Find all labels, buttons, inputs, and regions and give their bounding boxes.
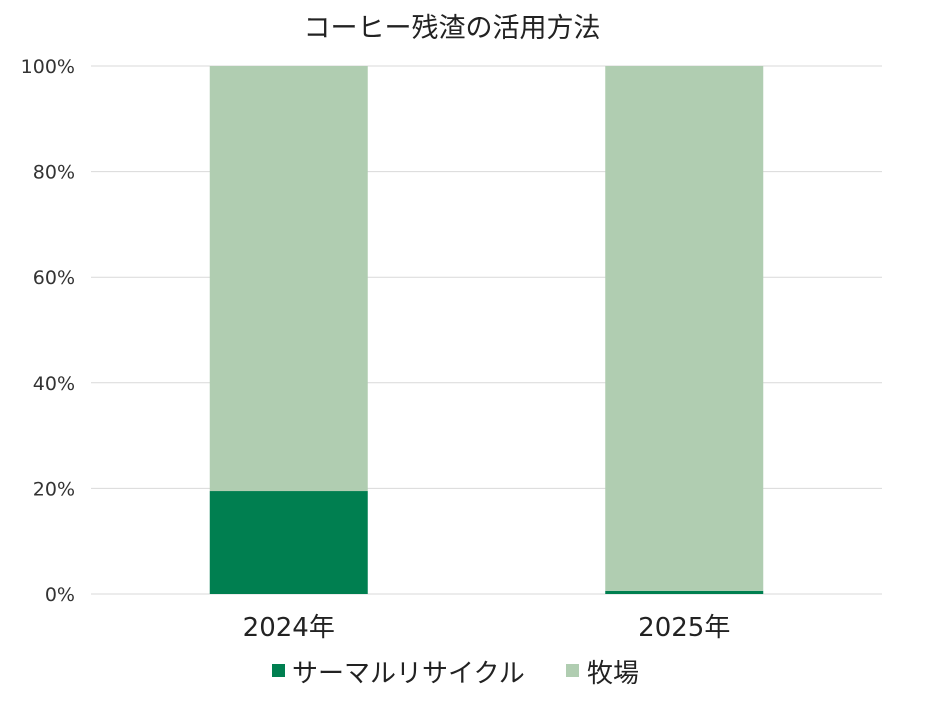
y-tick-label: 100% xyxy=(21,56,75,78)
bars xyxy=(209,66,764,594)
legend-swatch xyxy=(272,664,285,677)
y-tick-label: 80% xyxy=(33,162,75,184)
legend-label: サーマルリサイクル xyxy=(292,659,525,689)
bar-segment-ranch xyxy=(605,66,764,591)
legend-label: 牧場 xyxy=(587,659,639,689)
legend: サーマルリサイクル 牧場 xyxy=(272,659,639,689)
y-tick-label: 0% xyxy=(45,584,75,606)
y-tick-label: 20% xyxy=(33,478,75,500)
y-tick-label: 40% xyxy=(33,373,75,395)
gridlines xyxy=(91,65,882,595)
chart-title: コーヒー残渣の活用方法 xyxy=(304,13,601,44)
legend-swatch xyxy=(566,664,579,677)
y-tick-label: 60% xyxy=(33,267,75,289)
y-axis-tick-labels: 0% 20% 40% 60% 80% 100% xyxy=(21,56,75,606)
x-tick-label: 2024年 xyxy=(243,613,335,643)
bar-segment-thermal-recycle xyxy=(209,491,368,594)
bar-segment-ranch xyxy=(209,66,368,492)
x-tick-label: 2025年 xyxy=(638,613,730,643)
x-axis-tick-labels: 2024年 2025年 xyxy=(243,613,731,643)
bar-segment-thermal-recycle xyxy=(605,590,764,594)
